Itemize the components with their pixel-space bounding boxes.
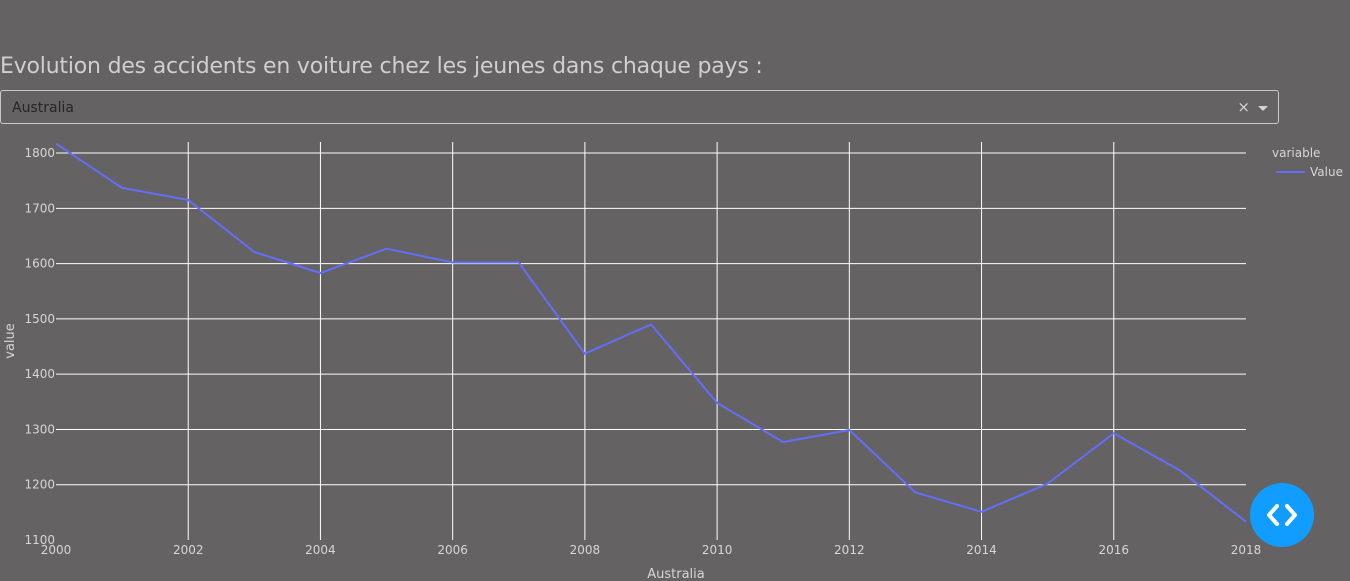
x-tick-label: 2014 xyxy=(966,543,997,557)
page-title: Evolution des accidents en voiture chez … xyxy=(0,54,763,79)
y-axis-title: value xyxy=(3,323,18,359)
data-point xyxy=(252,250,256,254)
data-point xyxy=(186,198,190,202)
x-tick-label: 2016 xyxy=(1099,543,1130,557)
y-tick-label: 1100 xyxy=(24,533,55,547)
data-point xyxy=(451,261,455,265)
x-tick-label: 2008 xyxy=(570,543,601,557)
country-dropdown[interactable]: Australia × xyxy=(0,90,1279,124)
data-point xyxy=(1046,482,1050,486)
legend-title: variable xyxy=(1272,146,1320,160)
x-tick-label: 2010 xyxy=(702,543,733,557)
x-tick-label: 2002 xyxy=(173,543,204,557)
data-point xyxy=(715,401,719,405)
data-point xyxy=(1244,520,1248,524)
data-point xyxy=(54,142,58,146)
data-point xyxy=(583,352,587,356)
y-tick-label: 1800 xyxy=(24,146,55,160)
series-line xyxy=(55,142,1247,523)
data-point xyxy=(1178,468,1182,472)
code-toggle-button[interactable] xyxy=(1250,483,1314,547)
y-tick-label: 1400 xyxy=(24,367,55,381)
y-tick-label: 1300 xyxy=(24,422,55,436)
code-brackets-icon xyxy=(1267,504,1297,526)
clear-icon[interactable]: × xyxy=(1237,98,1250,116)
chevron-down-icon[interactable] xyxy=(1258,106,1268,111)
data-point xyxy=(913,490,917,494)
y-tick-label: 1500 xyxy=(24,312,55,326)
x-tick-label: 2006 xyxy=(437,543,468,557)
data-point xyxy=(517,261,521,265)
y-tick-label: 1600 xyxy=(24,257,55,271)
x-tick-label: 2018 xyxy=(1231,543,1262,557)
data-point xyxy=(980,510,984,514)
legend-item-label: Value xyxy=(1310,165,1343,179)
x-tick-label: 2012 xyxy=(834,543,865,557)
y-tick-label: 1700 xyxy=(24,201,55,215)
data-point xyxy=(781,440,785,444)
x-tick-label: 2000 xyxy=(41,543,72,557)
x-axis-title: Australia xyxy=(647,567,705,581)
data-point xyxy=(120,186,124,190)
data-point xyxy=(1112,431,1116,435)
y-tick-label: 1200 xyxy=(24,478,55,492)
data-point xyxy=(385,247,389,251)
data-point xyxy=(847,428,851,432)
x-tick-label: 2004 xyxy=(305,543,336,557)
data-point xyxy=(649,322,653,326)
data-point xyxy=(318,271,322,275)
dropdown-selected-value: Australia xyxy=(12,100,74,116)
